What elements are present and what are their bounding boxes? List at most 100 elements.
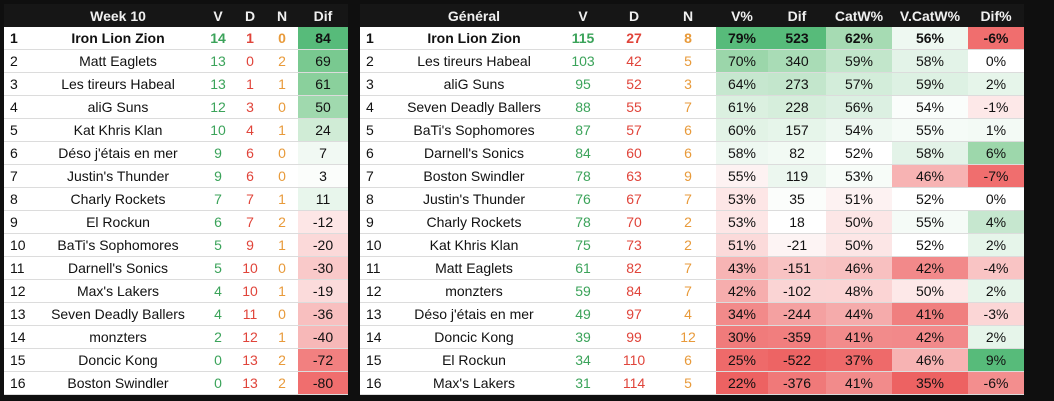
losses-cell: 114	[608, 371, 660, 395]
dif-cell: 61	[298, 72, 348, 96]
wins-cell: 76	[558, 187, 608, 211]
ties-cell: 2	[266, 371, 298, 395]
losses-cell: 9	[234, 233, 266, 257]
vcatw-pct-cell: 55%	[892, 118, 968, 142]
week-col-header[interactable]: D	[234, 4, 266, 27]
rank-cell: 6	[360, 141, 390, 165]
catw-pct-cell: 44%	[826, 302, 892, 326]
wins-cell: 84	[558, 141, 608, 165]
team-cell: Matt Eaglets	[390, 256, 558, 280]
dif-cell: -359	[768, 325, 826, 349]
ties-cell: 0	[266, 27, 298, 50]
table-row: 4 aliG Suns 12 3 0 50	[4, 95, 348, 119]
losses-cell: 1	[234, 27, 266, 50]
losses-cell: 73	[608, 233, 660, 257]
table-row: 5 Kat Khris Klan 10 4 1 24	[4, 118, 348, 142]
wins-cell: 34	[558, 348, 608, 372]
general-col-header[interactable]: D	[608, 4, 660, 27]
dif-pct-cell: 1%	[968, 118, 1024, 142]
general-col-header[interactable]: CatW%	[826, 4, 892, 27]
team-cell: Darnell's Sonics	[34, 256, 202, 280]
dif-cell: -102	[768, 279, 826, 303]
general-col-header[interactable]: N	[660, 4, 716, 27]
dif-cell: -151	[768, 256, 826, 280]
wins-cell: 87	[558, 118, 608, 142]
ties-cell: 9	[660, 164, 716, 188]
rank-cell: 13	[360, 302, 390, 326]
ties-cell: 2	[266, 348, 298, 372]
week-col-header[interactable]: Dif	[298, 4, 348, 27]
rank-cell: 9	[4, 210, 34, 234]
catw-pct-cell: 57%	[826, 72, 892, 96]
vcatw-pct-cell: 52%	[892, 233, 968, 257]
table-row: 15 Doncic Kong 0 13 2 -72	[4, 348, 348, 372]
general-col-header[interactable]: V%	[716, 4, 768, 27]
team-cell: Iron Lion Zion	[390, 27, 558, 50]
team-cell: Doncic Kong	[34, 348, 202, 372]
dif-cell: -30	[298, 256, 348, 280]
losses-cell: 63	[608, 164, 660, 188]
week-table-body: 1 Iron Lion Zion 14 1 0 84 2 Matt Eaglets 13 0 2 69…	[4, 27, 348, 395]
win-pct-cell: 43%	[716, 256, 768, 280]
ties-cell: 12	[660, 325, 716, 349]
dif-pct-cell: 2%	[968, 325, 1024, 349]
team-cell: Déso j'étais en mer	[390, 302, 558, 326]
team-cell: Justin's Thunder	[34, 164, 202, 188]
table-row: 11 Darnell's Sonics 5 10 0 -30	[4, 256, 348, 280]
team-cell: Les tireurs Habeal	[34, 72, 202, 96]
week-col-header[interactable]: Week 10	[34, 4, 202, 27]
week-table-header: Week 10 V D N Dif	[4, 4, 348, 27]
general-col-header[interactable]: Général	[390, 4, 558, 27]
table-row: 10 BaTi's Sophomores 5 9 1 -20	[4, 233, 348, 257]
table-row: 6 Déso j'étais en mer 9 6 0 7	[4, 141, 348, 165]
wins-cell: 59	[558, 279, 608, 303]
rank-cell: 9	[360, 210, 390, 234]
wins-cell: 0	[202, 348, 234, 372]
losses-cell: 97	[608, 302, 660, 326]
table-row: 8 Justin's Thunder 76 67 7 53% 35 51% 52% 0%	[360, 187, 1024, 211]
rank-cell: 16	[4, 371, 34, 395]
week-col-header[interactable]: V	[202, 4, 234, 27]
win-pct-cell: 55%	[716, 164, 768, 188]
general-col-header[interactable]: V.CatW%	[892, 4, 968, 27]
ties-cell: 6	[660, 348, 716, 372]
dif-cell: 523	[768, 27, 826, 50]
win-pct-cell: 42%	[716, 279, 768, 303]
general-col-header[interactable]: Dif%	[968, 4, 1024, 27]
dif-cell: 119	[768, 164, 826, 188]
dif-cell: -244	[768, 302, 826, 326]
week-col-header[interactable]	[4, 4, 34, 27]
dif-cell: -40	[298, 325, 348, 349]
wins-cell: 39	[558, 325, 608, 349]
dif-cell: 11	[298, 187, 348, 211]
team-cell: monzters	[34, 325, 202, 349]
ties-cell: 2	[660, 233, 716, 257]
wins-cell: 13	[202, 49, 234, 73]
team-cell: Charly Rockets	[34, 187, 202, 211]
rank-cell: 11	[4, 256, 34, 280]
win-pct-cell: 64%	[716, 72, 768, 96]
losses-cell: 84	[608, 279, 660, 303]
dif-cell: 84	[298, 27, 348, 50]
dif-cell: -376	[768, 371, 826, 395]
dif-cell: 273	[768, 72, 826, 96]
general-col-header[interactable]: Dif	[768, 4, 826, 27]
catw-pct-cell: 62%	[826, 27, 892, 50]
general-col-header[interactable]: V	[558, 4, 608, 27]
ties-cell: 5	[660, 49, 716, 73]
team-cell: monzters	[390, 279, 558, 303]
wins-cell: 9	[202, 164, 234, 188]
dif-cell: 3	[298, 164, 348, 188]
dif-cell: 157	[768, 118, 826, 142]
week-col-header[interactable]: N	[266, 4, 298, 27]
week-header-row: Week 10 V D N Dif	[4, 4, 348, 27]
losses-cell: 7	[234, 210, 266, 234]
catw-pct-cell: 54%	[826, 118, 892, 142]
losses-cell: 1	[234, 72, 266, 96]
ties-cell: 0	[266, 95, 298, 119]
general-col-header[interactable]	[360, 4, 390, 27]
dif-pct-cell: 2%	[968, 233, 1024, 257]
ties-cell: 2	[660, 210, 716, 234]
team-cell: Boston Swindler	[34, 371, 202, 395]
win-pct-cell: 60%	[716, 118, 768, 142]
